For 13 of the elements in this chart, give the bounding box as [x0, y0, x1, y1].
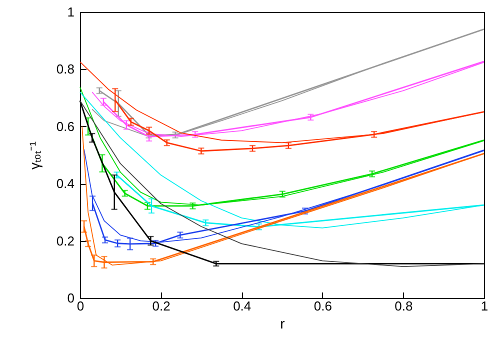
y-tick-label: 0.2: [56, 233, 74, 248]
y-tick-label: 0.6: [56, 118, 74, 134]
x-tick-label: 0: [76, 298, 84, 314]
x-tick-label: 1: [480, 298, 488, 314]
x-tick-label: 0.6: [314, 298, 332, 314]
x-axis-title: r: [280, 316, 286, 332]
x-tick-label: 0.2: [152, 298, 170, 314]
x-tick-label: 0.4: [233, 298, 252, 314]
y-tick-label: 1: [67, 4, 74, 20]
x-tick-label: 0.8: [394, 298, 413, 314]
y-axis-title: γₜₒₜ⁻¹: [26, 141, 42, 170]
y-tick-label: 0.4: [56, 176, 74, 192]
y-tick-label: 0.8: [56, 62, 74, 77]
